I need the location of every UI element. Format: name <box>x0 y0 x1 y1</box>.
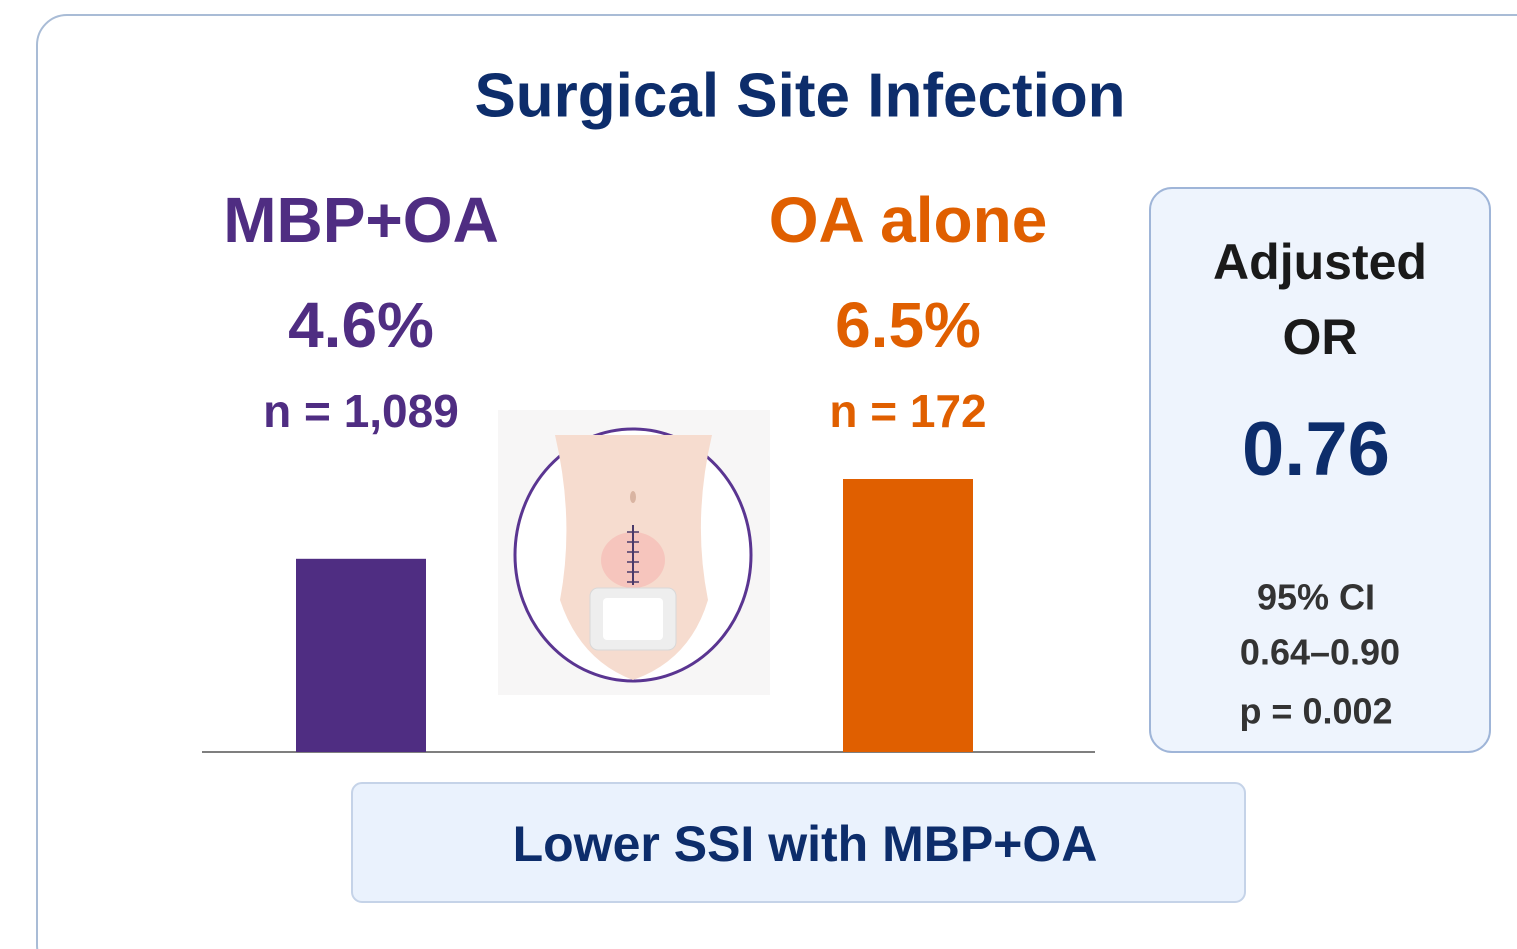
ci-range: 0.64–0.90 <box>1240 632 1400 673</box>
or-value: 0.76 <box>1242 407 1390 492</box>
page: Surgical Site Infection Adjusted OR 0.76… <box>0 0 1517 949</box>
n-label: n = 172 <box>829 385 986 437</box>
or-label-box: Adjusted OR <box>1160 225 1480 365</box>
p-value: p = 0.002 <box>1239 691 1392 732</box>
chart-title: Surgical Site Infection <box>474 61 1125 130</box>
illustration <box>498 410 770 695</box>
value-label: 6.5% <box>835 289 981 361</box>
bar <box>843 479 973 752</box>
callout: Lower SSI with MBP+OA <box>513 816 1098 872</box>
chart: Surgical Site Infection Adjusted OR 0.76… <box>0 0 1517 949</box>
bar <box>296 559 426 752</box>
category-label: MBP+OA <box>223 184 499 256</box>
category-label: OA alone <box>769 184 1048 256</box>
ci-label: 95% CI <box>1257 577 1375 618</box>
value-label: 4.6% <box>288 289 434 361</box>
n-label: n = 1,089 <box>263 385 459 437</box>
or-label: Adjusted OR <box>1170 225 1470 365</box>
